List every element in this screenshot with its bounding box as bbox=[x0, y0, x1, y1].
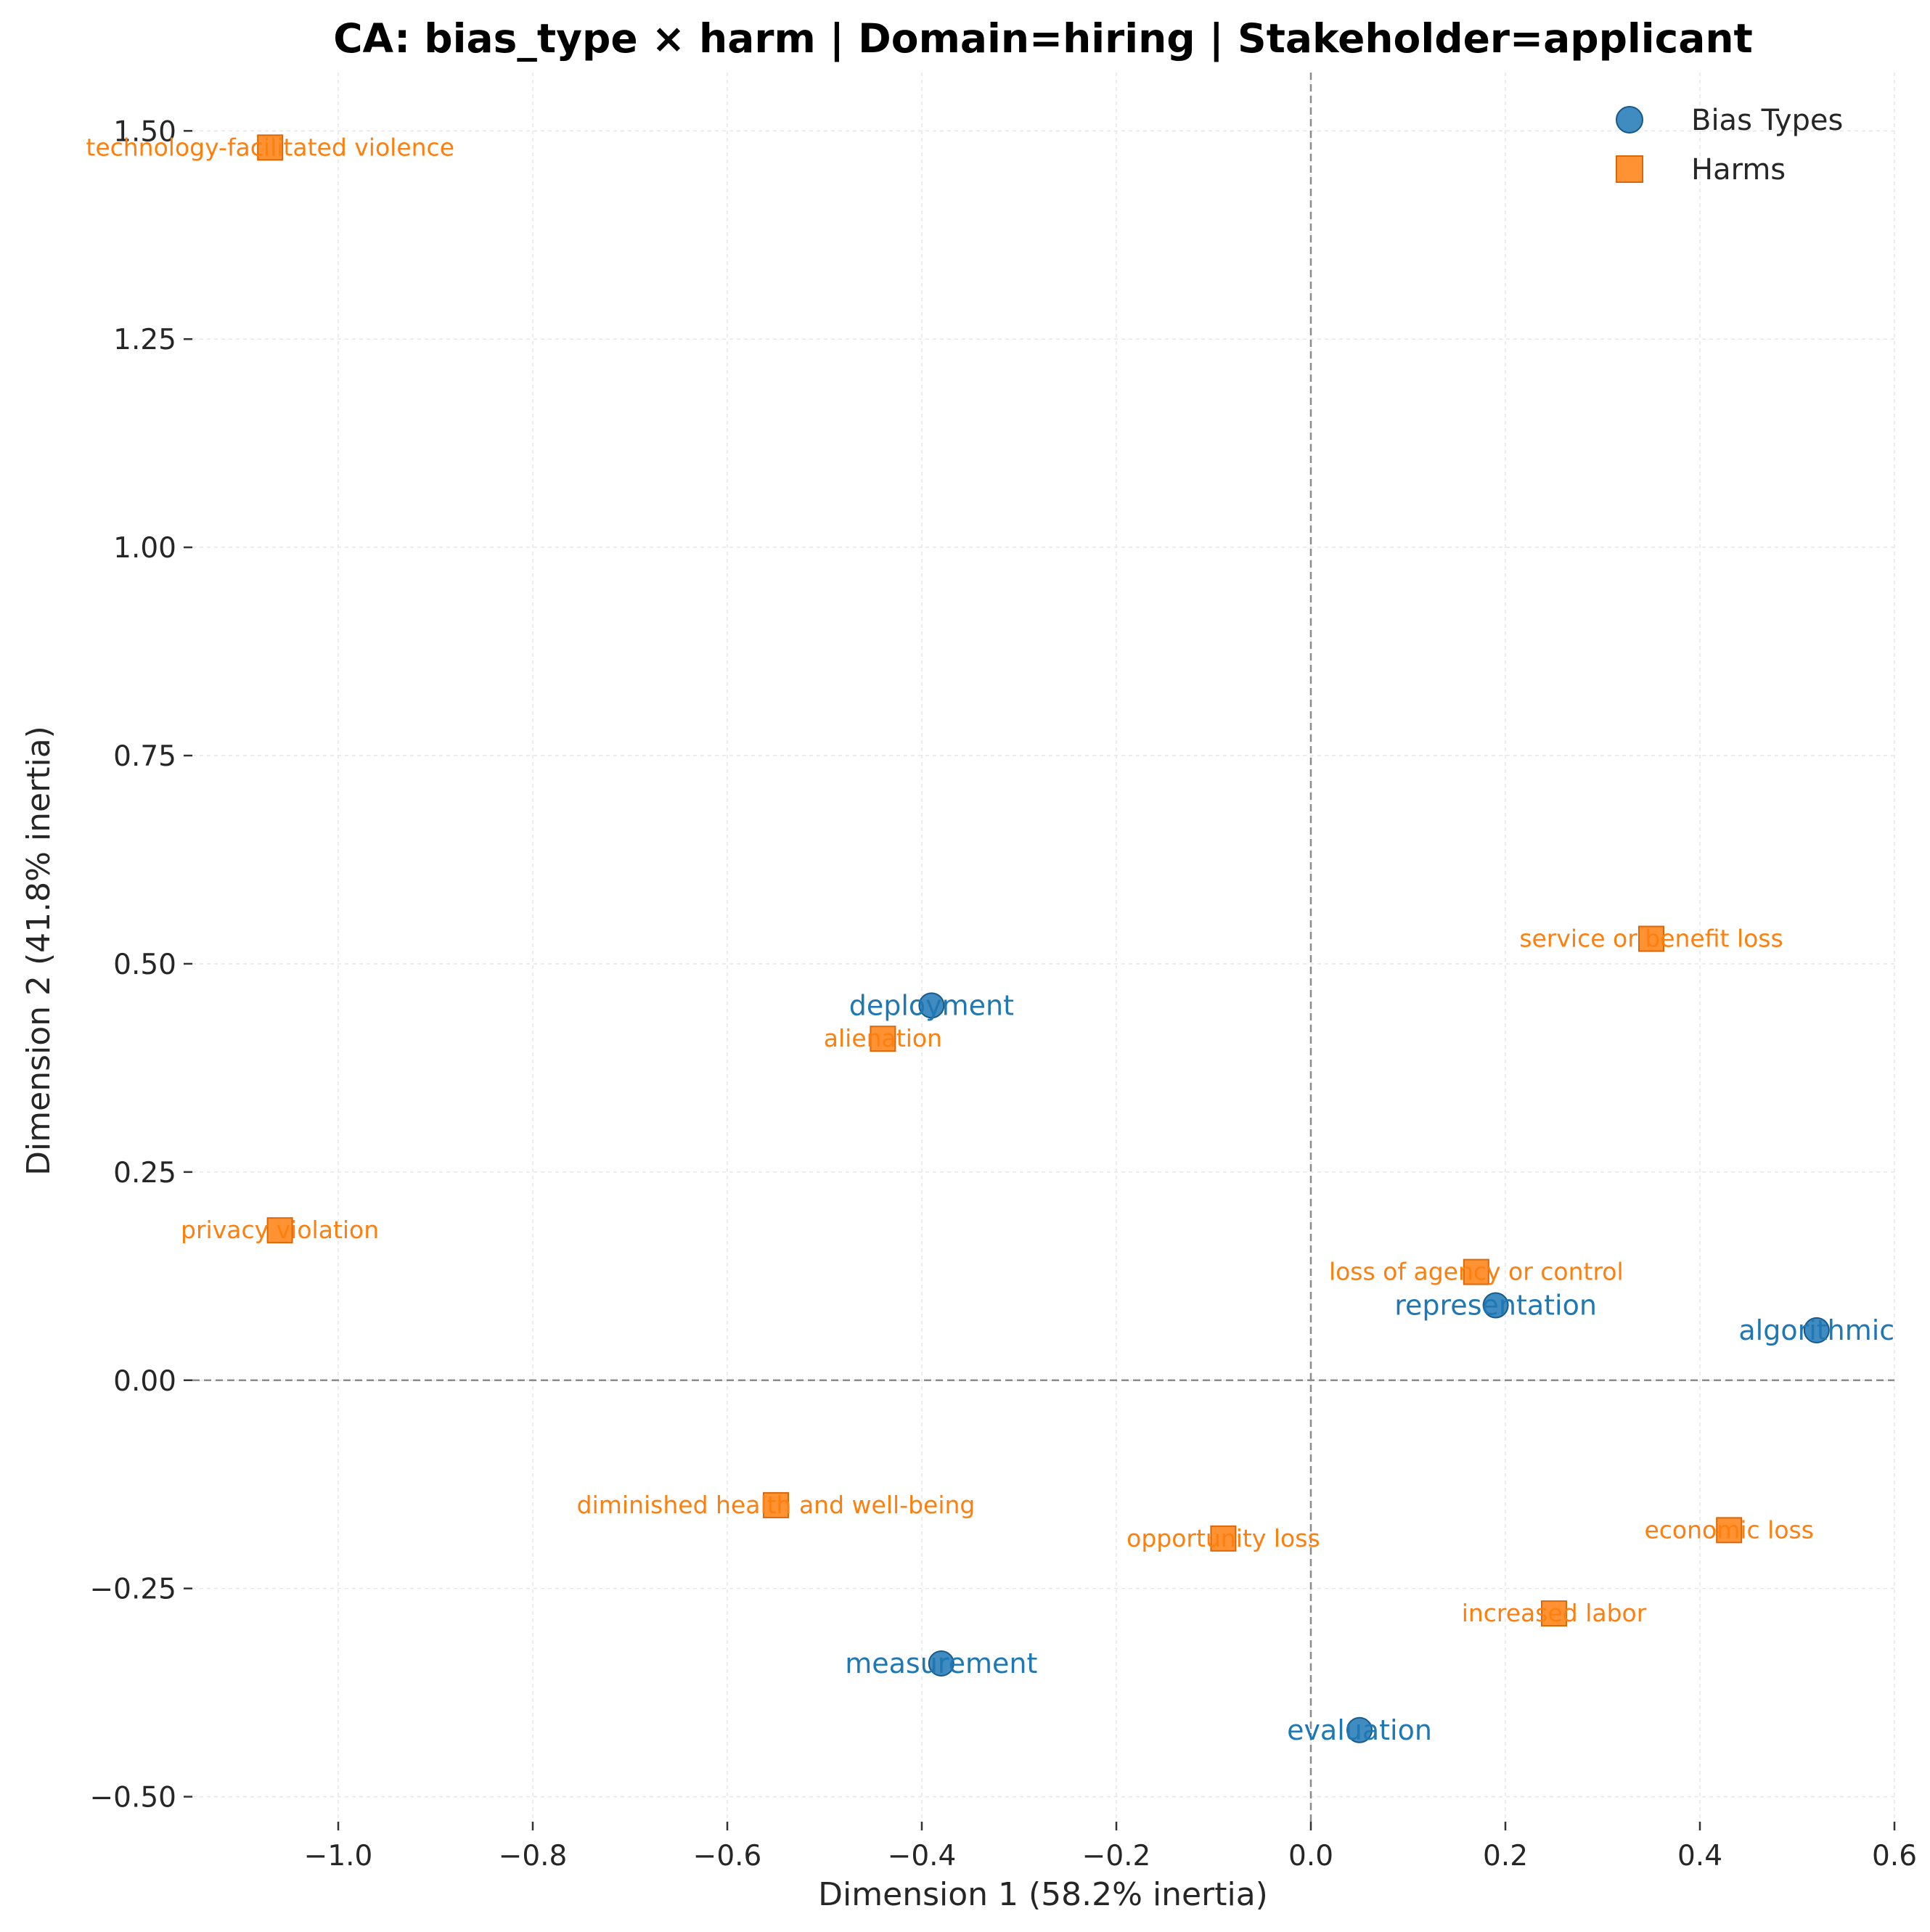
x-tick-label: −1.0 bbox=[304, 1840, 373, 1872]
bias-type-point bbox=[1346, 1716, 1373, 1743]
bias-type-point bbox=[1482, 1292, 1509, 1319]
x-tick-label: −0.8 bbox=[499, 1840, 568, 1872]
x-axis-label: Dimension 1 (58.2% inertia) bbox=[818, 1876, 1268, 1913]
y-tick-label: 0.50 bbox=[113, 949, 176, 981]
legend-label: Harms bbox=[1691, 153, 1786, 187]
harm-point bbox=[1716, 1517, 1743, 1544]
harm-label: opportunity loss bbox=[1126, 1524, 1320, 1552]
legend: Bias Types Harms bbox=[1616, 104, 1843, 187]
harm-point bbox=[1541, 1600, 1567, 1627]
chart-title: CA: bias_type × harm | Domain=hiring | S… bbox=[333, 15, 1753, 62]
harm-point bbox=[870, 1026, 896, 1052]
legend-marker-bias-types bbox=[1616, 106, 1643, 134]
y-tick-label: −0.50 bbox=[89, 1782, 176, 1814]
bias-type-point bbox=[918, 992, 945, 1019]
harm-label: alienation bbox=[824, 1024, 942, 1052]
bias-type-point bbox=[928, 1650, 954, 1677]
harm-label: service or benefit loss bbox=[1519, 925, 1783, 953]
y-axis-label: Dimension 2 (41.8% inertia) bbox=[20, 726, 57, 1176]
y-tick-label: −0.25 bbox=[89, 1573, 176, 1606]
harm-label: increased labor bbox=[1462, 1599, 1647, 1627]
data-points bbox=[257, 134, 1830, 1743]
y-tick-label: 0.25 bbox=[113, 1157, 176, 1190]
y-tick-label: 0.75 bbox=[113, 740, 176, 773]
harm-label: loss of agency or control bbox=[1329, 1258, 1624, 1286]
harm-label: diminished health and well-being bbox=[577, 1491, 976, 1519]
y-tick-label: 1.50 bbox=[113, 115, 176, 148]
x-tick-label: 0.2 bbox=[1483, 1840, 1528, 1872]
legend-label: Bias Types bbox=[1691, 104, 1843, 137]
harm-point bbox=[1210, 1525, 1237, 1552]
harm-point bbox=[1463, 1258, 1489, 1285]
harm-label: privacy violation bbox=[181, 1216, 379, 1244]
harm-label: economic loss bbox=[1644, 1515, 1813, 1544]
harm-point bbox=[763, 1491, 789, 1518]
reference-lines bbox=[192, 73, 1894, 1822]
legend-marker-harms bbox=[1616, 155, 1643, 183]
axis-ticks: −1.0 −0.8 −0.6 −0.4 −0.2 0.0 0.2 0.4 0.6 −0.50 −0.… bbox=[89, 115, 1917, 1872]
bias-type-label: measurement bbox=[845, 1647, 1037, 1679]
grid bbox=[192, 73, 1895, 1822]
bias-type-label: evaluation bbox=[1287, 1714, 1432, 1746]
x-tick-label: 0.0 bbox=[1288, 1840, 1333, 1872]
harm-point bbox=[266, 1217, 293, 1244]
x-tick-label: 0.4 bbox=[1677, 1840, 1722, 1872]
y-tick-label: 1.25 bbox=[113, 324, 176, 356]
harm-label: technology-facilitated violence bbox=[86, 133, 454, 161]
y-tick-label: 0.00 bbox=[113, 1365, 176, 1398]
bias-type-point bbox=[1803, 1317, 1830, 1343]
x-tick-label: −0.6 bbox=[693, 1840, 762, 1872]
x-tick-label: 0.6 bbox=[1872, 1840, 1917, 1872]
x-tick-label: −0.2 bbox=[1082, 1840, 1151, 1872]
point-labels: deployment representation algorithmic measu… bbox=[86, 133, 1894, 1745]
bias-type-label: deployment bbox=[849, 989, 1014, 1021]
x-tick-label: −0.4 bbox=[888, 1840, 957, 1872]
harm-point bbox=[257, 134, 284, 161]
bias-type-label: representation bbox=[1394, 1289, 1597, 1321]
y-tick-label: 1.00 bbox=[113, 532, 176, 565]
harm-point bbox=[1638, 925, 1664, 952]
bias-type-label: algorithmic bbox=[1738, 1314, 1894, 1346]
